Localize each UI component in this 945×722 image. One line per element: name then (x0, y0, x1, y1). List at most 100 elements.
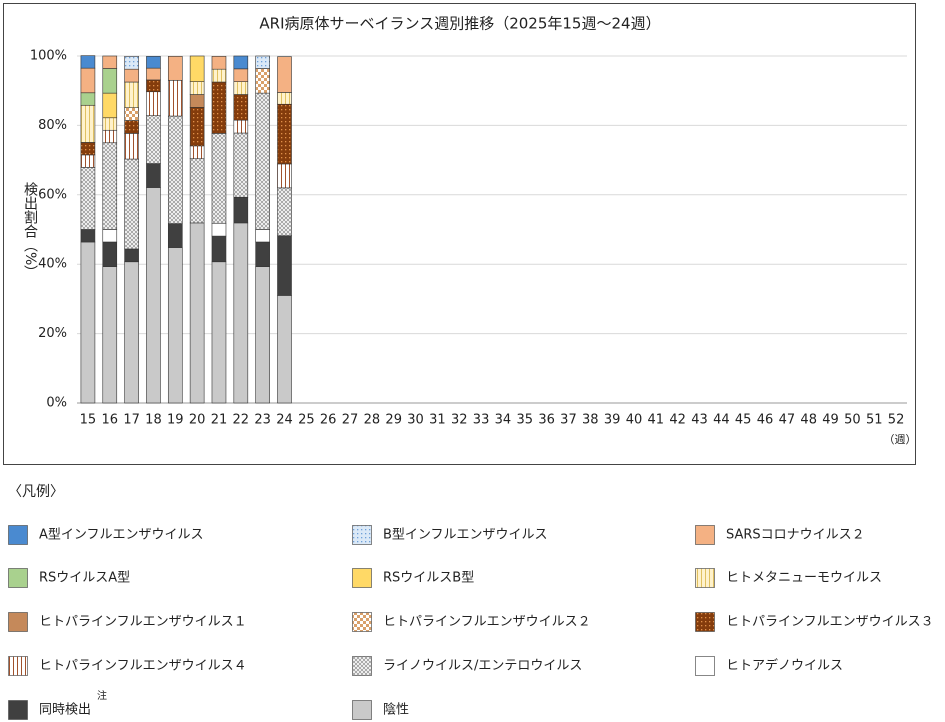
legend-swatch (8, 568, 28, 588)
bar-segment (146, 187, 161, 404)
y-tick-label: 20% (38, 326, 67, 341)
legend-swatch (695, 656, 715, 676)
bar-segment (80, 55, 96, 69)
bar-segment (277, 92, 292, 105)
bar-segment (102, 68, 118, 94)
legend-swatch (695, 612, 715, 632)
bar-segment (211, 133, 227, 224)
bar-segment (102, 129, 118, 144)
bar-segment (211, 68, 227, 83)
bar-segment (80, 142, 96, 156)
bar-segment (146, 79, 161, 93)
x-tick-label: 44 (713, 413, 730, 428)
bar-segment (124, 120, 139, 134)
bar-segment (124, 133, 139, 160)
x-tick-label: 33 (473, 413, 490, 428)
legend-label: ヒトパラインフルエンザウイルス１ (39, 615, 247, 630)
bar-segment (80, 104, 96, 143)
bar-segment (167, 247, 183, 404)
legend-label: ライノウイルス/エンテロウイルス (383, 659, 582, 674)
bar-segment (189, 145, 205, 160)
bar-segment (80, 154, 96, 168)
bar-segment (233, 119, 249, 134)
bar-segment (189, 81, 205, 95)
y-tick-label: 0% (46, 396, 67, 411)
bar-segment (124, 248, 139, 263)
bar-segment (277, 235, 292, 296)
bar-segment (124, 68, 139, 83)
bar-segment (277, 295, 292, 404)
y-tick-label: 100% (30, 49, 67, 64)
x-tick-label: 40 (626, 413, 643, 428)
bar-segment (255, 241, 270, 267)
x-tick-label: 43 (691, 413, 708, 428)
x-tick-label: 21 (211, 413, 228, 428)
x-tick-label: 41 (648, 413, 665, 428)
legend-label: 陰性 (383, 703, 409, 718)
x-tick-label: 34 (495, 413, 512, 428)
x-tick-label: 51 (866, 413, 883, 428)
bar-segment (102, 241, 118, 267)
bar-segment (189, 55, 205, 82)
bar-segment (146, 115, 161, 164)
bar-segment (167, 56, 183, 81)
bar-segment (167, 223, 183, 248)
y-tick-label: 40% (38, 257, 67, 272)
bar-segment (277, 163, 292, 189)
x-tick-label: 45 (735, 413, 752, 428)
bar-segment (255, 266, 270, 404)
bar-segment (233, 94, 249, 121)
bar-segment (146, 91, 161, 116)
legend-label: 同時検出 (39, 703, 91, 718)
legend-swatch (352, 700, 372, 720)
legend-swatch (695, 568, 715, 588)
legend-swatch (352, 656, 372, 676)
chart-frame (3, 3, 916, 465)
bar-segment (277, 56, 292, 93)
x-tick-label: 32 (451, 413, 468, 428)
bar-segment (102, 92, 118, 119)
legend-label: SARSコロナウイルス２ (726, 528, 865, 543)
x-tick-label: 36 (538, 413, 555, 428)
bar-segment (233, 222, 249, 404)
legend-label: ヒトメタニューモウイルス (726, 571, 882, 586)
x-tick-label: 29 (385, 413, 402, 428)
bar-segment (233, 132, 249, 198)
x-tick-label: 49 (822, 413, 839, 428)
x-tick-label: 46 (757, 413, 774, 428)
y-axis-label: 検出割合（%） (22, 182, 38, 279)
bar-segment (277, 103, 292, 165)
legend-swatch (352, 612, 372, 632)
bar-segment (102, 229, 118, 243)
x-tick-label: 38 (582, 413, 599, 428)
bar-segment (167, 79, 183, 117)
bar-segment (124, 158, 139, 250)
legend-label: A型インフルエンザウイルス (39, 528, 204, 543)
x-tick-label: 24 (276, 413, 293, 428)
y-tick-label: 80% (38, 118, 67, 133)
legend-label: RSウイルスB型 (383, 571, 474, 586)
bar-segment (233, 55, 249, 70)
x-tick-label: 37 (560, 413, 577, 428)
x-tick-label: 50 (844, 413, 861, 428)
legend-note: 注 (97, 689, 107, 702)
bar-segment (80, 241, 96, 404)
legend-label: RSウイルスA型 (39, 571, 130, 586)
x-tick-label: 39 (604, 413, 621, 428)
x-tick-label: 16 (101, 413, 118, 428)
bar-segment (124, 107, 139, 121)
legend-title: 〈凡例〉 (8, 484, 64, 500)
bar-segment (80, 92, 96, 106)
bar-segment (189, 158, 205, 224)
bar-segment (255, 229, 270, 243)
bar-segment (189, 107, 205, 147)
legend-swatch (8, 700, 28, 720)
bar-segment (211, 81, 227, 134)
bar-segment (255, 92, 270, 230)
legend-label: B型インフルエンザウイルス (383, 528, 548, 543)
bar-segment (211, 261, 227, 404)
legend-swatch (352, 525, 372, 545)
legend-label: ヒトパラインフルエンザウイルス４ (39, 659, 247, 674)
